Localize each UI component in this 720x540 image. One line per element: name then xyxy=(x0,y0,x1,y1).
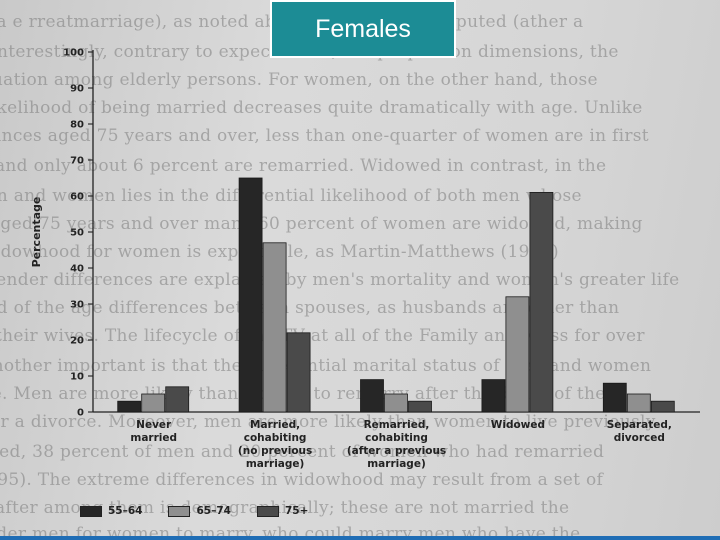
y-tick-label: 0 xyxy=(77,408,84,419)
x-category-label: married xyxy=(130,432,177,444)
page-title: Females xyxy=(270,0,456,58)
x-category-label: Never xyxy=(136,419,172,431)
x-category-label: Married, xyxy=(250,419,300,431)
y-tick-label: 80 xyxy=(70,120,84,131)
x-category-label: marriage) xyxy=(246,458,305,470)
legend-swatch xyxy=(256,505,279,517)
x-category-label: Separated, xyxy=(607,419,672,431)
bar xyxy=(602,382,627,413)
legend-item: 75+ xyxy=(256,505,309,517)
y-tick-label: 70 xyxy=(70,156,84,167)
bar xyxy=(360,379,384,413)
bar xyxy=(626,393,651,413)
y-tick-label: 100 xyxy=(63,48,84,59)
y-tick-label: 20 xyxy=(70,336,84,347)
bar xyxy=(529,191,554,413)
bar xyxy=(650,400,675,413)
x-category-label: cohabiting xyxy=(365,432,428,444)
bar xyxy=(141,393,166,413)
chart-axes: 0 10 20 30 40 50 60 70 80 90 100 Percentage xyxy=(30,48,700,419)
legend-item: 65–74 xyxy=(168,505,231,517)
x-category-label: Remarried, xyxy=(364,419,430,431)
legend-item: 55–64 xyxy=(80,505,142,517)
legend-label: 75+ xyxy=(284,505,309,517)
bar xyxy=(384,393,408,413)
x-category-label: Widowed xyxy=(491,419,545,431)
legend-label: 55–64 xyxy=(108,505,143,517)
chart-bars xyxy=(117,177,675,413)
bar xyxy=(262,242,287,413)
x-category-label: cohabiting xyxy=(244,432,307,444)
y-tick-label: 90 xyxy=(70,84,84,95)
y-tick-label: 50 xyxy=(70,228,84,239)
x-category-label: (after a previous xyxy=(347,445,446,457)
y-tick-label: 30 xyxy=(70,300,84,311)
legend-swatch xyxy=(80,505,102,517)
y-tick-label: 10 xyxy=(70,372,84,383)
y-axis-title: Percentage xyxy=(30,197,43,268)
bottom-accent-bar xyxy=(0,536,720,540)
chart-legend: 55–64 65–74 75+ xyxy=(80,505,308,517)
legend-label: 65–74 xyxy=(196,505,231,517)
legend-swatch xyxy=(168,505,191,517)
bar xyxy=(505,296,530,413)
bar xyxy=(117,400,142,413)
bar xyxy=(408,400,432,413)
bar xyxy=(286,332,311,413)
x-category-label: marriage) xyxy=(367,458,426,470)
y-tick-label: 40 xyxy=(70,264,84,275)
bar xyxy=(481,379,506,413)
bar xyxy=(165,386,190,413)
bar xyxy=(238,177,263,413)
x-category-label: divorced xyxy=(614,432,665,444)
x-category-label: (no previous xyxy=(238,445,312,457)
y-tick-label: 60 xyxy=(70,192,84,203)
